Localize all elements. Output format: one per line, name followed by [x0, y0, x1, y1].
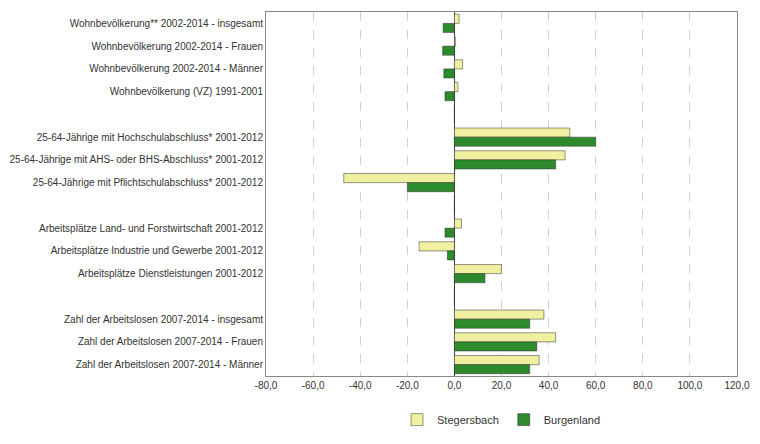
- svg-text:Arbeitsplätze Land- und Forstw: Arbeitsplätze Land- und Forstwirtschaft …: [39, 223, 263, 234]
- svg-text:-40,0: -40,0: [349, 380, 372, 391]
- svg-text:100,0: 100,0: [677, 380, 702, 391]
- svg-text:Burgenland: Burgenland: [544, 414, 600, 426]
- svg-text:-20,0: -20,0: [396, 380, 419, 391]
- svg-text:Wohnbevölkerung 2002-2014 - Mä: Wohnbevölkerung 2002-2014 - Männer: [89, 63, 263, 74]
- svg-text:-60,0: -60,0: [302, 380, 325, 391]
- svg-text:Zahl der Arbeitslosen 2007-201: Zahl der Arbeitslosen 2007-2014 - Frauen: [78, 336, 263, 347]
- svg-text:Wohnbevölkerung 2002-2014 - Fr: Wohnbevölkerung 2002-2014 - Frauen: [91, 41, 263, 52]
- svg-text:120,0: 120,0: [724, 380, 749, 391]
- svg-text:25-64-Jährige mit Pflichtschul: 25-64-Jährige mit Pflichtschulabschluss*…: [33, 177, 264, 188]
- svg-text:Arbeitsplätze Industrie und Ge: Arbeitsplätze Industrie und Gewerbe 2001…: [51, 245, 264, 256]
- svg-text:Zahl der Arbeitslosen 2007-201: Zahl der Arbeitslosen 2007-2014 - insges…: [64, 314, 263, 325]
- svg-text:Zahl der Arbeitslosen 2007-201: Zahl der Arbeitslosen 2007-2014 - Männer: [76, 359, 264, 370]
- svg-text:Stegersbach: Stegersbach: [437, 414, 499, 426]
- svg-text:-80,0: -80,0: [255, 380, 278, 391]
- svg-text:20,0: 20,0: [492, 380, 512, 391]
- svg-text:25-64-Jährige mit Hochschulabs: 25-64-Jährige mit Hochschulabschluss* 20…: [37, 132, 264, 143]
- svg-text:0,0: 0,0: [447, 380, 461, 391]
- svg-text:60,0: 60,0: [586, 380, 606, 391]
- svg-text:Wohnbevölkerung** 2002-2014 -: Wohnbevölkerung** 2002-2014 - insgesamt: [70, 18, 263, 29]
- svg-text:40,0: 40,0: [539, 380, 559, 391]
- svg-text:Arbeitsplätze Dienstleistungen: Arbeitsplätze Dienstleistungen 2001-2012: [78, 268, 264, 279]
- svg-text:Wohnbevölkerung (VZ) 1991-2001: Wohnbevölkerung (VZ) 1991-2001: [110, 86, 264, 97]
- svg-text:25-64-Jährige mit AHS- oder BH: 25-64-Jährige mit AHS- oder BHS-Abschlus…: [10, 154, 264, 165]
- svg-text:80,0: 80,0: [633, 380, 653, 391]
